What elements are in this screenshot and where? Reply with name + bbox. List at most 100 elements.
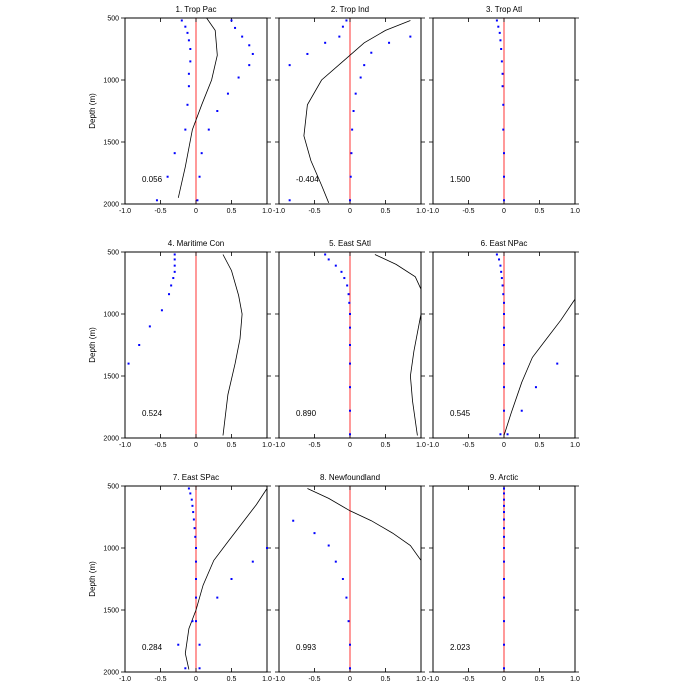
- data-point: [324, 41, 327, 44]
- data-point: [148, 325, 151, 328]
- x-tick-label: -1.0: [119, 208, 131, 215]
- x-tick-label: 1.0: [416, 442, 426, 449]
- data-point: [349, 386, 351, 389]
- data-point: [138, 344, 141, 346]
- data-point: [166, 175, 169, 178]
- data-point: [327, 544, 330, 547]
- data-point: [503, 643, 505, 646]
- data-point: [251, 560, 254, 563]
- x-tick-label: 0.5: [535, 442, 545, 449]
- data-point: [345, 596, 348, 599]
- data-point: [216, 596, 219, 599]
- data-point: [350, 152, 353, 155]
- data-point: [313, 532, 316, 535]
- data-point: [327, 258, 330, 261]
- y-tick-label: 1000: [103, 78, 119, 85]
- panel-3: 3. Trop Atl -1.0 -0.5 0 0.5 1.0 1.500: [427, 5, 580, 215]
- data-point: [173, 270, 176, 273]
- panel-1: 1. Trop Pac -1.0 -0.5 0 0.5 1.0 500 1000 1500 200…: [88, 5, 272, 215]
- data-point: [187, 72, 190, 75]
- y-tick-label: 1500: [103, 608, 119, 615]
- x-tick-label: 0.5: [381, 442, 391, 449]
- data-point: [349, 326, 351, 329]
- x-tick-label: 0.5: [381, 208, 391, 215]
- data-point: [409, 35, 412, 38]
- x-tick-label: -1.0: [273, 442, 285, 449]
- data-point: [495, 19, 498, 22]
- data-point: [306, 52, 309, 55]
- data-point: [184, 667, 187, 670]
- data-point: [288, 64, 291, 67]
- data-point: [349, 344, 351, 346]
- panel-value-label: -0.404: [296, 175, 319, 184]
- data-point: [187, 487, 190, 490]
- data-point: [349, 409, 351, 412]
- x-tick-label: 0: [348, 208, 352, 215]
- data-point: [341, 25, 344, 28]
- data-point: [500, 277, 503, 280]
- panel-4: 4. Maritime Con -1.0 -0.5 0 0.5 1.0 500 1000 150…: [88, 239, 272, 449]
- y-axis-label: Depth (m): [88, 93, 97, 129]
- x-tick-label: -1.0: [427, 208, 439, 215]
- y-tick-label: 2000: [103, 202, 119, 209]
- data-point: [503, 535, 505, 538]
- data-point: [187, 39, 190, 42]
- data-point: [195, 596, 197, 599]
- data-point: [503, 487, 505, 490]
- data-point: [503, 511, 505, 514]
- data-point: [338, 35, 341, 38]
- data-point: [173, 253, 176, 256]
- data-point: [351, 128, 354, 131]
- data-point: [503, 326, 505, 329]
- data-point: [502, 128, 505, 131]
- x-tick-label: -1.0: [273, 676, 285, 683]
- data-point: [501, 284, 504, 287]
- panel-value-label: 0.056: [142, 175, 163, 184]
- data-point: [502, 293, 505, 296]
- data-point: [186, 31, 189, 34]
- x-tick-label: -0.5: [462, 676, 474, 683]
- x-tick-label: 0.5: [227, 442, 237, 449]
- data-point: [198, 643, 201, 646]
- profile-line: [177, 18, 218, 198]
- y-axis-label: Depth (m): [88, 327, 97, 363]
- x-tick-label: -1.0: [119, 442, 131, 449]
- data-point: [173, 264, 176, 267]
- data-point: [193, 527, 196, 530]
- data-point: [349, 313, 351, 315]
- data-point: [127, 362, 130, 365]
- data-point: [195, 578, 197, 580]
- x-tick-label: 0: [194, 442, 198, 449]
- data-point: [556, 362, 559, 365]
- x-tick-label: 0.5: [535, 676, 545, 683]
- panel-title: 5. East SAtl: [329, 239, 371, 248]
- data-point: [172, 277, 175, 280]
- data-point: [168, 293, 171, 296]
- data-point: [173, 258, 176, 261]
- data-point: [349, 433, 351, 436]
- data-point: [347, 293, 350, 296]
- x-tick-label: 0: [194, 208, 198, 215]
- data-point: [234, 26, 237, 29]
- x-tick-label: -0.5: [308, 676, 320, 683]
- data-point: [324, 253, 327, 256]
- data-point: [192, 518, 195, 521]
- data-point: [502, 103, 505, 106]
- panel-value-label: 1.500: [450, 175, 471, 184]
- panel-value-label: 0.993: [296, 643, 317, 652]
- x-tick-label: -0.5: [462, 208, 474, 215]
- y-tick-label: 500: [107, 250, 119, 257]
- x-tick-label: 1.0: [262, 208, 272, 215]
- x-tick-label: 0: [502, 676, 506, 683]
- data-point: [200, 152, 203, 155]
- profile-line: [374, 254, 421, 436]
- x-tick-label: -0.5: [154, 442, 166, 449]
- x-tick-label: 0.5: [381, 676, 391, 683]
- data-point: [251, 52, 254, 55]
- panel-7: 7. East SPac -1.0 -0.5 0 0.5 1.0 500 1000 1500 20…: [88, 473, 272, 683]
- data-point: [503, 518, 505, 521]
- x-tick-label: 0: [348, 442, 352, 449]
- x-tick-label: 1.0: [262, 442, 272, 449]
- profile-line: [307, 488, 421, 561]
